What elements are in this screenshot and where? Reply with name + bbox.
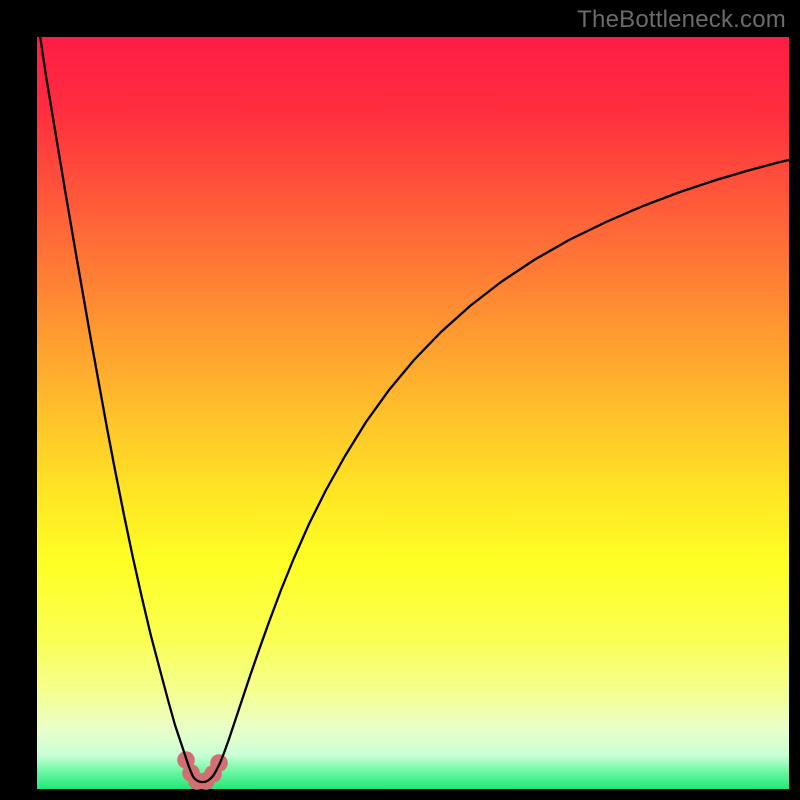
gradient-background [37,37,789,789]
chart-container: TheBottleneck.com [0,0,800,800]
bottleneck-curve-plot [0,0,800,800]
watermark-text: TheBottleneck.com [577,6,786,34]
